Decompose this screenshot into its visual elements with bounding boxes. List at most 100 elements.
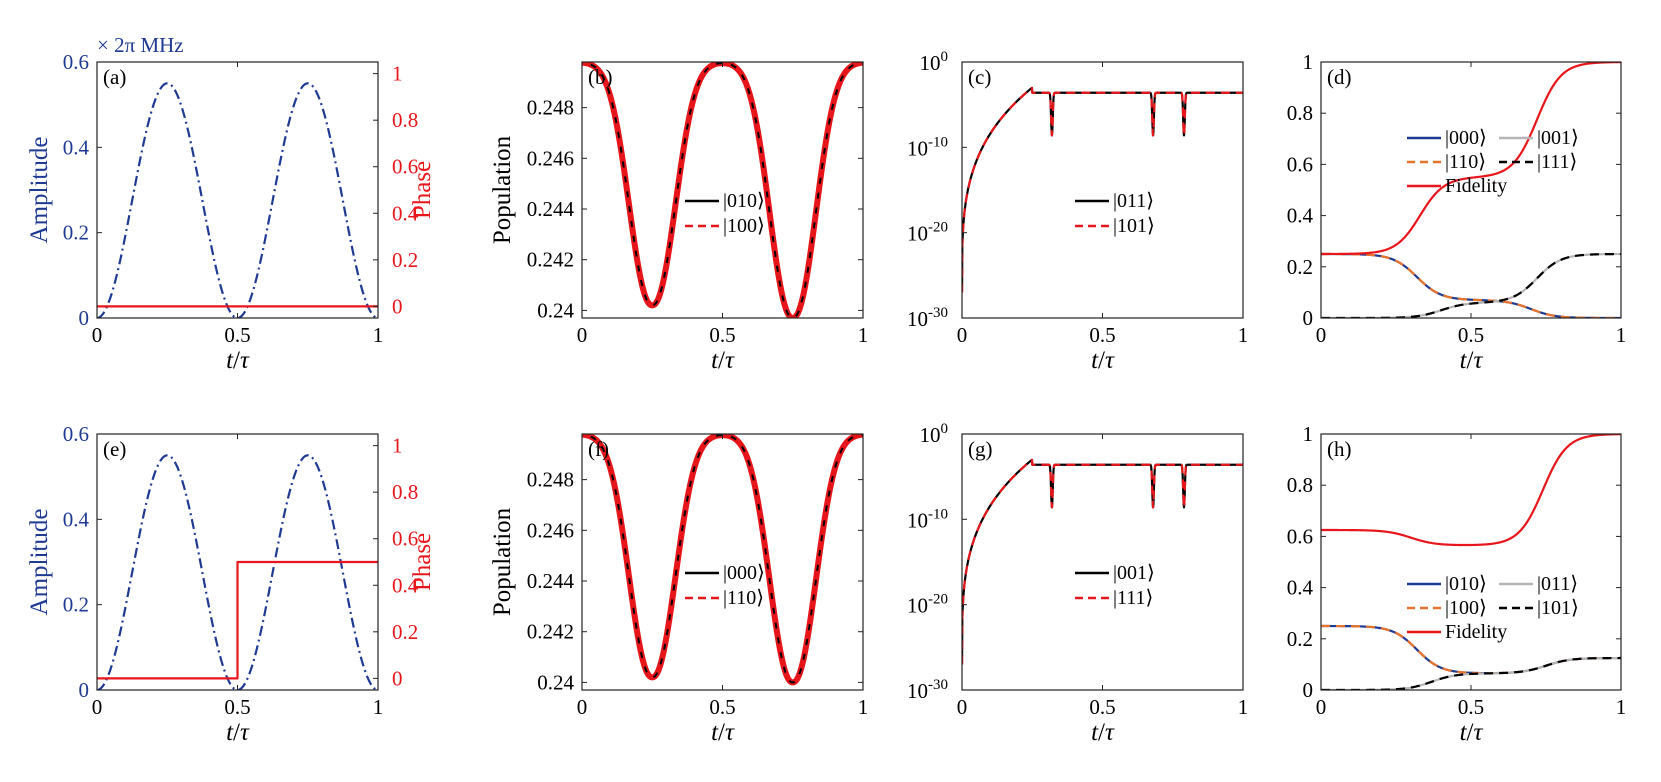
y-tick-label: 10-30 — [907, 305, 948, 331]
y-tick-label: 0.6 — [1287, 152, 1313, 176]
y-tick-label: 0.2 — [1287, 255, 1313, 279]
y-tick-label: 100 — [920, 49, 949, 75]
x-tick-label: 0.5 — [224, 695, 250, 719]
legend-label: |000⟩ — [1445, 127, 1487, 149]
plot-area — [97, 454, 378, 690]
x-axis-label: t/τ — [1460, 719, 1484, 746]
x-tick-label: 0.5 — [1089, 323, 1115, 347]
panel-b: 0 0.5 1 0.24 0.242 0.244 0.246 0.248 t/τ Populati… — [489, 61, 869, 374]
x-axis-label: t/τ — [711, 347, 735, 374]
y-tick-label: 0.4 — [63, 135, 90, 159]
legend-label: |010⟩ — [1445, 573, 1487, 595]
x-axis-label: t/τ — [226, 347, 250, 374]
x-tick-label: 1 — [373, 695, 384, 719]
legend-label: |110⟩ — [1445, 151, 1486, 173]
x-tick-label: 0 — [577, 323, 588, 347]
y-right-tick-label: 0.6 — [392, 155, 418, 179]
y-tick-label: 1 — [1303, 422, 1314, 446]
y-tick-label: 0.4 — [1287, 204, 1314, 228]
y-tick-label: 0.248 — [527, 468, 574, 492]
legend-label: |110⟩ — [723, 587, 764, 609]
y-tick-label: 10-30 — [907, 677, 948, 703]
legend-label: |000⟩ — [723, 562, 765, 584]
x-tick-label: 0 — [957, 695, 968, 719]
series-line-2 — [1321, 252, 1621, 318]
axes-frame — [961, 433, 1244, 691]
series-line-0 — [962, 86, 1243, 293]
y-tick-label: 0.2 — [63, 221, 89, 245]
y-tick-label: 0.246 — [527, 146, 574, 170]
legend: |000⟩ |110⟩ — [685, 562, 765, 609]
x-tick-label: 0 — [92, 323, 103, 347]
y-right-tick-label: 0.4 — [392, 201, 419, 225]
series-line-1 — [962, 86, 1243, 293]
y-right-tick-label: 0.6 — [392, 527, 418, 551]
panel-d: 0 0.5 1 0 0.2 0.4 0.6 0.8 1 t/τ (d) |000⟩ |001⟩ |110⟩… — [1287, 50, 1627, 374]
y-axis-label: Amplitude — [26, 509, 53, 616]
legend-label: |111⟩ — [1113, 587, 1153, 609]
series-line-0 — [1321, 252, 1621, 318]
legend: |001⟩ |111⟩ — [1075, 562, 1155, 609]
y-right-tick-label: 0 — [392, 666, 403, 690]
x-tick-label: 0.5 — [224, 323, 250, 347]
legend-label: |101⟩ — [1537, 597, 1579, 619]
legend-label: |010⟩ — [723, 190, 765, 212]
y-tick-label: 10-20 — [907, 220, 948, 246]
y-tick-label: 100 — [920, 421, 949, 447]
y-tick-label: 10-10 — [907, 506, 948, 532]
phase-line — [97, 560, 378, 680]
y-tick-label: 0.4 — [1287, 576, 1314, 600]
y-tick-label: 0.6 — [1287, 524, 1313, 548]
y-right-tick-label: 0.8 — [392, 108, 418, 132]
legend-label: |101⟩ — [1113, 215, 1155, 237]
panel-label: (h) — [1327, 437, 1352, 461]
y-tick-label: 0.8 — [1287, 473, 1313, 497]
plot-area — [962, 86, 1243, 293]
y-right-tick-label: 1 — [392, 434, 403, 458]
panel-e: 0 0.5 100.20.40.600.20.40.60.81t/τAmplitud… — [26, 422, 436, 746]
fidelity-line — [1321, 434, 1621, 547]
panel-label: (a) — [103, 65, 126, 89]
panel-g: 0 0.5 1 100 10-10 10-20 10-30 t/τ (g) |001⟩ |111⟩ — [907, 421, 1248, 746]
y-tick-label: 0.242 — [527, 248, 574, 272]
legend-label: Fidelity — [1445, 175, 1507, 197]
legend: |010⟩ |011⟩ |100⟩ |101⟩ Fidelity — [1407, 573, 1579, 643]
plot-area — [97, 82, 378, 318]
y-tick-label: 0.24 — [537, 298, 574, 322]
legend-label: |100⟩ — [723, 215, 765, 237]
y-right-tick-label: 0 — [392, 294, 403, 318]
x-tick-label: 1 — [1238, 323, 1249, 347]
y-right-tick-label: 1 — [392, 62, 403, 86]
x-axis-label: t/τ — [1091, 719, 1115, 746]
legend: |000⟩ |001⟩ |110⟩ |111⟩ Fidelity — [1407, 127, 1579, 197]
legend-label: |001⟩ — [1537, 127, 1579, 149]
y-axis-label: Population — [489, 507, 516, 616]
y-tick-label: 0.6 — [63, 50, 89, 74]
y-tick-label: 0.244 — [527, 197, 575, 221]
y-tick-label: 0 — [1303, 306, 1314, 330]
y-tick-label: 0.248 — [527, 96, 574, 120]
x-tick-label: 0 — [1316, 323, 1327, 347]
y-right-tick-label: 0.8 — [392, 480, 418, 504]
x-tick-label: 1 — [858, 323, 869, 347]
axes-frame — [1320, 433, 1622, 691]
panel-label: (b) — [588, 65, 613, 89]
x-axis-label: t/τ — [1460, 347, 1484, 374]
y-tick-label: 0.4 — [63, 507, 90, 531]
x-tick-label: 0 — [957, 323, 968, 347]
y-tick-label: 10-20 — [907, 592, 948, 618]
x-tick-label: 0 — [92, 695, 103, 719]
amplitude-line — [97, 454, 378, 690]
y-tick-label: 0.8 — [1287, 101, 1313, 125]
panel-label: (g) — [968, 437, 993, 461]
panel-label: (d) — [1327, 65, 1352, 89]
y-tick-label: 0.2 — [63, 593, 89, 617]
y-tick-label: 0 — [79, 678, 90, 702]
series-line-2 — [1321, 624, 1621, 675]
x-tick-label: 1 — [1616, 323, 1627, 347]
legend-label: |111⟩ — [1537, 151, 1577, 173]
series-line-1 — [962, 458, 1243, 665]
y-right-axis-label: Phase — [409, 533, 436, 591]
legend: |010⟩ |100⟩ — [685, 190, 765, 237]
